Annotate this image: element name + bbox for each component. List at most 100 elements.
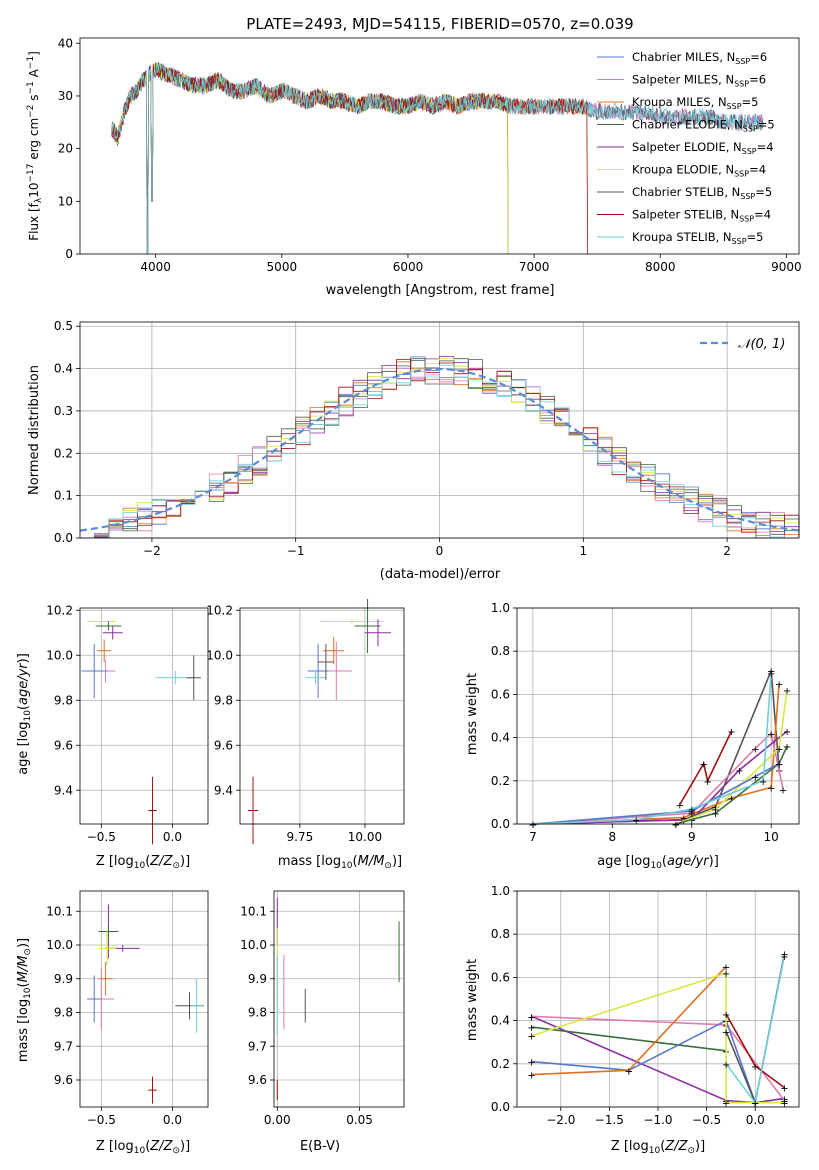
marker: +: [527, 1071, 535, 1082]
ebv-xlabel: E(B-V): [300, 1139, 340, 1154]
x-tick-label: 9.75: [287, 830, 314, 844]
y-tick-label: 0.0: [54, 531, 73, 545]
marker: +: [527, 1023, 535, 1034]
y-tick-label: 9.6: [214, 738, 233, 752]
spectrum-line: [111, 62, 509, 255]
panel-7: ++ + +++++++++++ +++++ ++++++++++ −2.0 −1.5 −1.…: [491, 884, 800, 1127]
mass-weight-line: [725, 955, 786, 1105]
spectrum-line: [111, 63, 764, 255]
spectrum-line: [111, 62, 764, 255]
marker: +: [722, 1099, 730, 1110]
legend-normal-label: 𝒩(0, 1): [738, 337, 785, 352]
x-tick-label: 0.0: [163, 1113, 182, 1127]
mass-weight-line: [531, 1015, 785, 1104]
marker: +: [672, 820, 680, 831]
y-tick-label: 10.0: [46, 938, 73, 952]
mass-weight-line: [725, 1013, 785, 1089]
marker: +: [780, 1099, 788, 1110]
mass-weight-line: [532, 672, 772, 825]
ticks: 9.75 10.00 9.4 9.6 9.8 10.0 10.2: [206, 603, 382, 844]
marker: +: [751, 1099, 759, 1110]
y-tick-label: 9.8: [248, 1006, 267, 1020]
marker: +: [527, 1012, 535, 1023]
x-tick-label: 9000: [771, 260, 802, 274]
y-tick-label: 9.4: [54, 783, 73, 797]
mass-weight-line: [679, 730, 733, 806]
y-tick-label: 1.0: [491, 601, 510, 615]
spectrum-legend: Chabrier MILES, NSSP=6 Salpeter MILES, NS…: [597, 50, 775, 246]
marker: +: [775, 744, 783, 755]
y-tick-label: 30: [58, 89, 73, 103]
normal-distribution-curve: [79, 367, 800, 532]
marker: +: [632, 816, 640, 827]
marker: +: [625, 1066, 633, 1077]
mass-weight-line: [532, 731, 784, 825]
mass-weight-line: [531, 1019, 756, 1103]
y-tick-label: 10.1: [46, 904, 73, 918]
panel-3: 9.75 10.00 9.4 9.6 9.8 10.0 10.2: [206, 599, 405, 845]
y-tick-label: 0.3: [54, 404, 73, 418]
mass-weight-line: [675, 689, 788, 825]
marker: +: [775, 760, 783, 771]
y-tick-label: 20: [58, 142, 73, 156]
mass-weight-line: [675, 745, 788, 825]
y-tick-label: 0.2: [491, 1057, 510, 1071]
x-tick-label: 5000: [267, 260, 298, 274]
panel-5: −0.5 0.0 9.6 9.7 9.8 9.9 10.0 10.1: [46, 890, 209, 1127]
axis-labels-small: age [log10(age/yr)] Z [log10(Z/Z⊙)] mass…: [16, 653, 719, 1156]
y-tick-label: 10.2: [206, 603, 233, 617]
axes-frame: [273, 890, 405, 1108]
spectrum-line: [111, 62, 764, 255]
y-tick-label: 10.2: [46, 603, 73, 617]
x-tick-label: 10: [764, 830, 779, 844]
marker: +: [767, 667, 775, 678]
y-tick-label: 0.8: [491, 644, 510, 658]
marker: +: [767, 729, 775, 740]
y-tick-label: 0.6: [491, 970, 510, 984]
y-axis-label: Flux [fλ10−17 erg cm−2 s−1 A−1]: [26, 51, 44, 241]
mass-xlabel: mass [log10(M/M⊙)]: [278, 854, 402, 871]
marker: +: [767, 783, 775, 794]
axes-frame: [516, 607, 800, 825]
panel-4: +++++ +++++++++++++++ ++++++++++++++++ ++++…: [491, 601, 800, 844]
marker: +: [751, 1099, 759, 1110]
y-tick-label: 9.6: [54, 738, 73, 752]
z-xlabel-1: Z [log10(Z/Z⊙)]: [96, 854, 190, 871]
grid: [517, 890, 799, 1108]
legend-label: Chabrier STELIB, NSSP=5: [632, 185, 772, 201]
panel-6: 0.00 0.05 9.6 9.7 9.8 9.9 10.0 10.1: [240, 890, 405, 1127]
y-tick-label: 9.9: [54, 972, 73, 986]
y-tick-label: 0.6: [491, 687, 510, 701]
ticks: −0.5 0.0 9.6 9.7 9.8 9.9 10.0 10.1: [46, 904, 182, 1127]
ticks: −2.0 −1.5 −1.0 −0.5 0.0 0.0 0.2 0.4 0.6 0.8 1.0: [491, 884, 765, 1127]
marker: +: [780, 1097, 788, 1108]
marker: +: [751, 744, 759, 755]
y-tick-label: 0.2: [491, 774, 510, 788]
y-tick-label: 0.5: [54, 319, 73, 333]
residual-histogram-panel: −2 −1 0 1 2 0.0 0.1 0.2 0.3 0.4 0.5 𝒩(0, 1) (data-…: [27, 319, 800, 582]
y-tick-label: 9.7: [248, 1039, 267, 1053]
content: [276, 897, 400, 1101]
ticks: 7 8 9 10 0.0 0.2 0.4 0.6 0.8 1.0: [491, 601, 779, 844]
spectrum-panel: 4000 5000 6000 7000 8000 9000 0 10 20 30 40 Chabri…: [26, 36, 802, 298]
x-tick-label: 4000: [140, 260, 171, 274]
marker: +: [779, 785, 787, 796]
x-tick-label: −2: [143, 544, 161, 558]
legend-label: Chabrier ELODIE, NSSP=5: [632, 118, 775, 134]
marker: +: [783, 727, 791, 738]
marker: +: [672, 820, 680, 831]
x-tick-label: 7000: [519, 260, 550, 274]
y-tick-label: 0.8: [491, 927, 510, 941]
x-tick-label: 1: [579, 544, 587, 558]
y-tick-label: 10.1: [240, 904, 267, 918]
marker: +: [722, 963, 730, 974]
marker: +: [775, 680, 783, 691]
y-tick-label: 1.0: [491, 884, 510, 898]
spectrum-line: [111, 64, 509, 255]
x-tick-label: 2: [723, 544, 731, 558]
marker: +: [783, 742, 791, 753]
content: +++++ +++++++++++++++ ++++++++++++++++ ++++: [529, 667, 792, 831]
marker: +: [759, 777, 767, 788]
histogram-step: [80, 364, 799, 539]
x-tick-label: 0.0: [746, 1113, 765, 1127]
